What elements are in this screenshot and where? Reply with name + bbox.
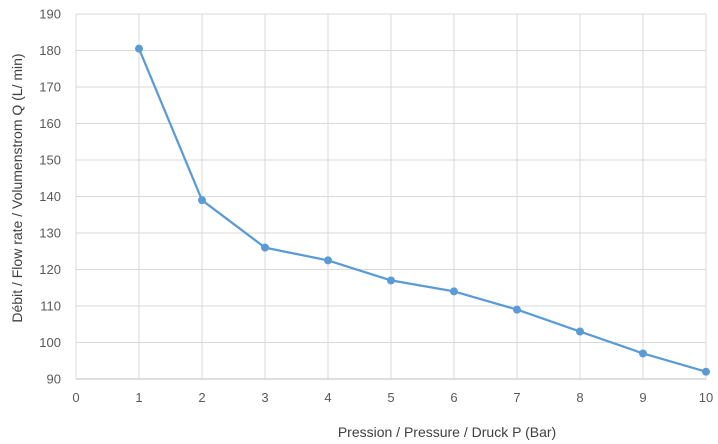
x-tick-label: 9 (639, 390, 646, 405)
y-tick-label: 170 (39, 80, 61, 95)
x-tick-label: 1 (135, 390, 142, 405)
x-tick-label: 2 (198, 390, 205, 405)
data-point (576, 327, 584, 336)
y-tick-label: 90 (47, 372, 61, 387)
x-tick-label: 5 (387, 390, 394, 405)
data-point (639, 349, 647, 358)
y-tick-label: 160 (39, 116, 61, 131)
data-point (702, 367, 710, 376)
x-tick-label: 7 (513, 390, 520, 405)
y-tick-label: 100 (39, 335, 61, 350)
y-tick-label: 140 (39, 189, 61, 204)
x-axis-tick-labels: 0 1 2 3 4 5 6 7 8 9 10 (72, 390, 713, 405)
y-tick-label: 180 (39, 43, 61, 58)
x-tick-label: 0 (72, 390, 79, 405)
series-layer (135, 44, 710, 376)
x-tick-label: 4 (324, 390, 331, 405)
x-tick-label: 3 (261, 390, 268, 405)
x-axis-title: Pression / Pressure / Druck P (Bar) (338, 424, 556, 440)
y-tick-label: 190 (39, 7, 61, 22)
data-point (261, 243, 269, 252)
x-tick-label: 10 (699, 390, 713, 405)
data-point (513, 305, 521, 314)
grid-lines (75, 13, 707, 380)
series-line (137, 48, 707, 373)
data-point (135, 44, 143, 53)
data-point (198, 196, 206, 205)
y-tick-label: 110 (40, 299, 61, 314)
y-axis-title: Débit / Flow rate / Volumenstrom Q (L/ m… (9, 53, 25, 322)
data-point (450, 287, 458, 296)
x-tick-label: 6 (450, 390, 457, 405)
data-point (387, 276, 395, 285)
data-point (324, 256, 332, 265)
y-tick-label: 120 (39, 262, 61, 277)
x-tick-label: 8 (576, 390, 583, 405)
y-tick-label: 130 (39, 226, 61, 241)
y-tick-label: 150 (39, 153, 61, 168)
y-axis-tick-labels: 90 100 110 120 130 140 150 160 170 180 190 (39, 7, 61, 387)
